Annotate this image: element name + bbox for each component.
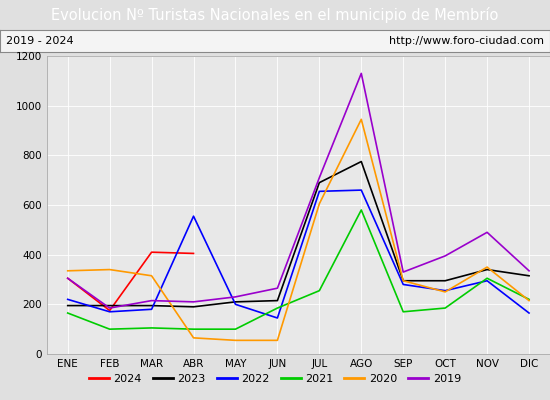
Text: http://www.foro-ciudad.com: http://www.foro-ciudad.com — [389, 36, 544, 46]
Text: 2019 - 2024: 2019 - 2024 — [6, 36, 73, 46]
Text: Evolucion Nº Turistas Nacionales en el municipio de Membrío: Evolucion Nº Turistas Nacionales en el m… — [51, 7, 499, 23]
Legend: 2024, 2023, 2022, 2021, 2020, 2019: 2024, 2023, 2022, 2021, 2020, 2019 — [85, 370, 465, 388]
